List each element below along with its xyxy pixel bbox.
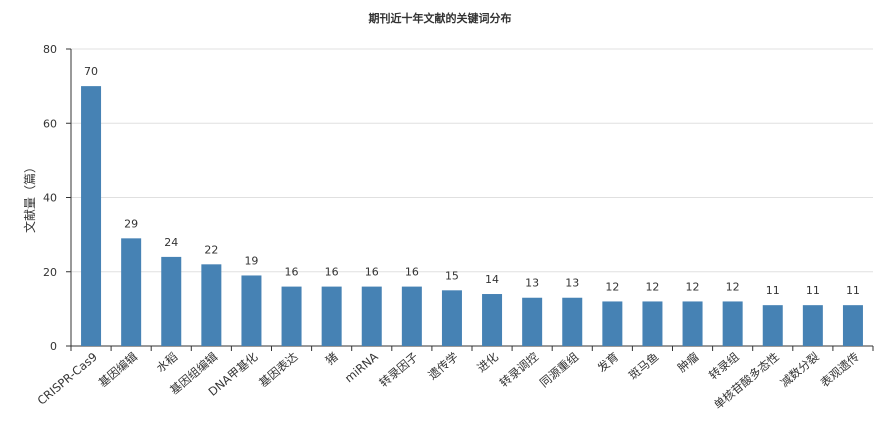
y-tick-label-0: 0 <box>50 340 57 353</box>
bar-11 <box>522 297 543 346</box>
data-label-19: 11 <box>846 284 860 297</box>
x-tick-label-18: 减数分裂 <box>778 349 823 390</box>
data-label-2: 24 <box>164 236 178 249</box>
data-label-16: 12 <box>726 280 740 293</box>
data-label-11: 13 <box>525 277 539 290</box>
x-tick-label-14: 斑马鱼 <box>626 350 661 383</box>
data-label-9: 15 <box>445 269 459 282</box>
data-labels: 70 29 24 22 19 16 16 16 16 15 14 13 13 12 12 12 12 11 11 11 <box>84 65 860 297</box>
data-label-18: 11 <box>806 284 820 297</box>
bar-9 <box>441 290 462 346</box>
y-tick-label-20: 20 <box>43 266 57 279</box>
data-label-14: 12 <box>645 280 659 293</box>
data-label-4: 19 <box>244 254 258 267</box>
bar-2 <box>161 256 182 346</box>
y-axis-label: 文献量（篇） <box>22 161 37 233</box>
x-tick-label-15: 肿瘤 <box>675 349 702 375</box>
bar-1 <box>121 238 142 346</box>
data-label-8: 16 <box>405 266 419 279</box>
x-tick-label-8: 转录因子 <box>377 350 421 390</box>
y-tick-label-80: 80 <box>43 43 57 56</box>
x-tick-label-13: 发育 <box>595 350 622 376</box>
x-tick-label-0: CRISPR-Cas9 <box>35 350 100 408</box>
x-tick-label-9: 遗传学 <box>425 350 460 383</box>
data-label-13: 12 <box>605 280 619 293</box>
bar-10 <box>482 294 503 346</box>
x-tick-label-2: 水稻 <box>154 350 181 376</box>
bar-13 <box>602 301 623 346</box>
data-label-0: 70 <box>84 65 98 78</box>
bar-6 <box>321 286 342 346</box>
bar-14 <box>642 301 663 346</box>
bar-15 <box>682 301 703 346</box>
x-tick-label-11: 转录调控 <box>497 349 542 390</box>
chart-title: 期刊近十年文献的关键词分布 <box>369 11 512 25</box>
bar-12 <box>562 297 583 346</box>
data-label-12: 13 <box>565 277 579 290</box>
bar-8 <box>401 286 422 346</box>
y-tick-label-40: 40 <box>43 192 57 205</box>
bar-4 <box>241 275 262 346</box>
x-tick-label-16: 转录组 <box>706 349 742 382</box>
data-label-6: 16 <box>325 266 339 279</box>
bars <box>81 86 863 346</box>
y-tick-label-60: 60 <box>43 117 57 130</box>
bar-17 <box>762 305 783 346</box>
data-label-1: 29 <box>124 217 138 230</box>
gridlines <box>71 48 873 273</box>
x-tick-label-12: 同源重组 <box>537 349 582 390</box>
data-label-7: 16 <box>365 266 379 279</box>
data-label-10: 14 <box>485 273 499 286</box>
bar-19 <box>842 305 863 346</box>
bar-7 <box>361 286 382 346</box>
bar-0 <box>81 86 102 346</box>
data-label-17: 11 <box>766 284 780 297</box>
y-axis-ticks: 0 20 40 60 80 <box>43 43 71 353</box>
x-tick-label-1: 基因编辑 <box>96 349 141 390</box>
data-label-15: 12 <box>686 280 700 293</box>
x-tick-label-5: 基因表达 <box>256 349 301 390</box>
bar-16 <box>722 301 743 346</box>
bar-3 <box>201 264 222 346</box>
bar-5 <box>281 286 302 346</box>
bar-18 <box>802 305 823 346</box>
data-label-5: 16 <box>285 266 299 279</box>
data-label-3: 22 <box>204 243 218 256</box>
x-axis-ticks: CRISPR-Cas9基因编辑 水稻基因组编辑DNA甲基化基因表达猪 miRNA转录… <box>35 346 874 412</box>
x-tick-label-19: 表观遗传 <box>818 350 862 390</box>
x-tick-label-6: 猪 <box>323 349 341 367</box>
x-tick-label-7: miRNA <box>342 349 381 385</box>
x-tick-label-10: 进化 <box>474 349 501 375</box>
